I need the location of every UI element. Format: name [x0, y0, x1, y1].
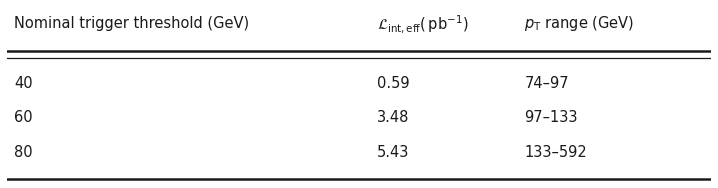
Text: Nominal trigger threshold (GeV): Nominal trigger threshold (GeV) — [14, 17, 249, 31]
Text: 133–592: 133–592 — [524, 145, 587, 160]
Text: $p_{\mathrm{T}}$ range (GeV): $p_{\mathrm{T}}$ range (GeV) — [524, 14, 635, 33]
Text: 60: 60 — [14, 111, 33, 125]
Text: 3.48: 3.48 — [377, 111, 409, 125]
Text: $\mathcal{L}_{\mathrm{int,eff}}(\,\mathrm{pb}^{-1})$: $\mathcal{L}_{\mathrm{int,eff}}(\,\mathr… — [377, 13, 468, 35]
Text: 80: 80 — [14, 145, 33, 160]
Text: 97–133: 97–133 — [524, 111, 578, 125]
Text: 74–97: 74–97 — [524, 76, 569, 91]
Text: 5.43: 5.43 — [377, 145, 409, 160]
Text: 0.59: 0.59 — [377, 76, 409, 91]
Text: 40: 40 — [14, 76, 33, 91]
